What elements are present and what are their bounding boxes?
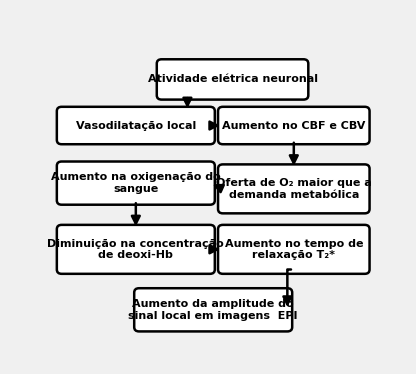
FancyBboxPatch shape [57, 162, 215, 205]
FancyBboxPatch shape [57, 225, 215, 274]
FancyBboxPatch shape [157, 59, 308, 99]
FancyBboxPatch shape [134, 288, 292, 331]
FancyBboxPatch shape [57, 107, 215, 144]
Text: Aumento da amplitude do
sinal local em imagens  EPI: Aumento da amplitude do sinal local em i… [129, 299, 298, 321]
FancyBboxPatch shape [218, 107, 369, 144]
Text: Vasodilatação local: Vasodilatação local [76, 120, 196, 131]
Text: Aumento na oxigenação do
sangue: Aumento na oxigenação do sangue [51, 172, 221, 194]
FancyBboxPatch shape [218, 225, 369, 274]
Text: Aumento no CBF e CBV: Aumento no CBF e CBV [222, 120, 366, 131]
Text: Diminuição na concentração
de deoxi-Hb: Diminuição na concentração de deoxi-Hb [47, 239, 224, 260]
Text: Atividade elétrica neuronal: Atividade elétrica neuronal [148, 74, 317, 85]
Text: Aumento no tempo de
relaxação T₂*: Aumento no tempo de relaxação T₂* [225, 239, 363, 260]
FancyBboxPatch shape [218, 165, 369, 213]
Text: Oferta de O₂ maior que a
demanda metabólica: Oferta de O₂ maior que a demanda metaból… [216, 178, 371, 200]
